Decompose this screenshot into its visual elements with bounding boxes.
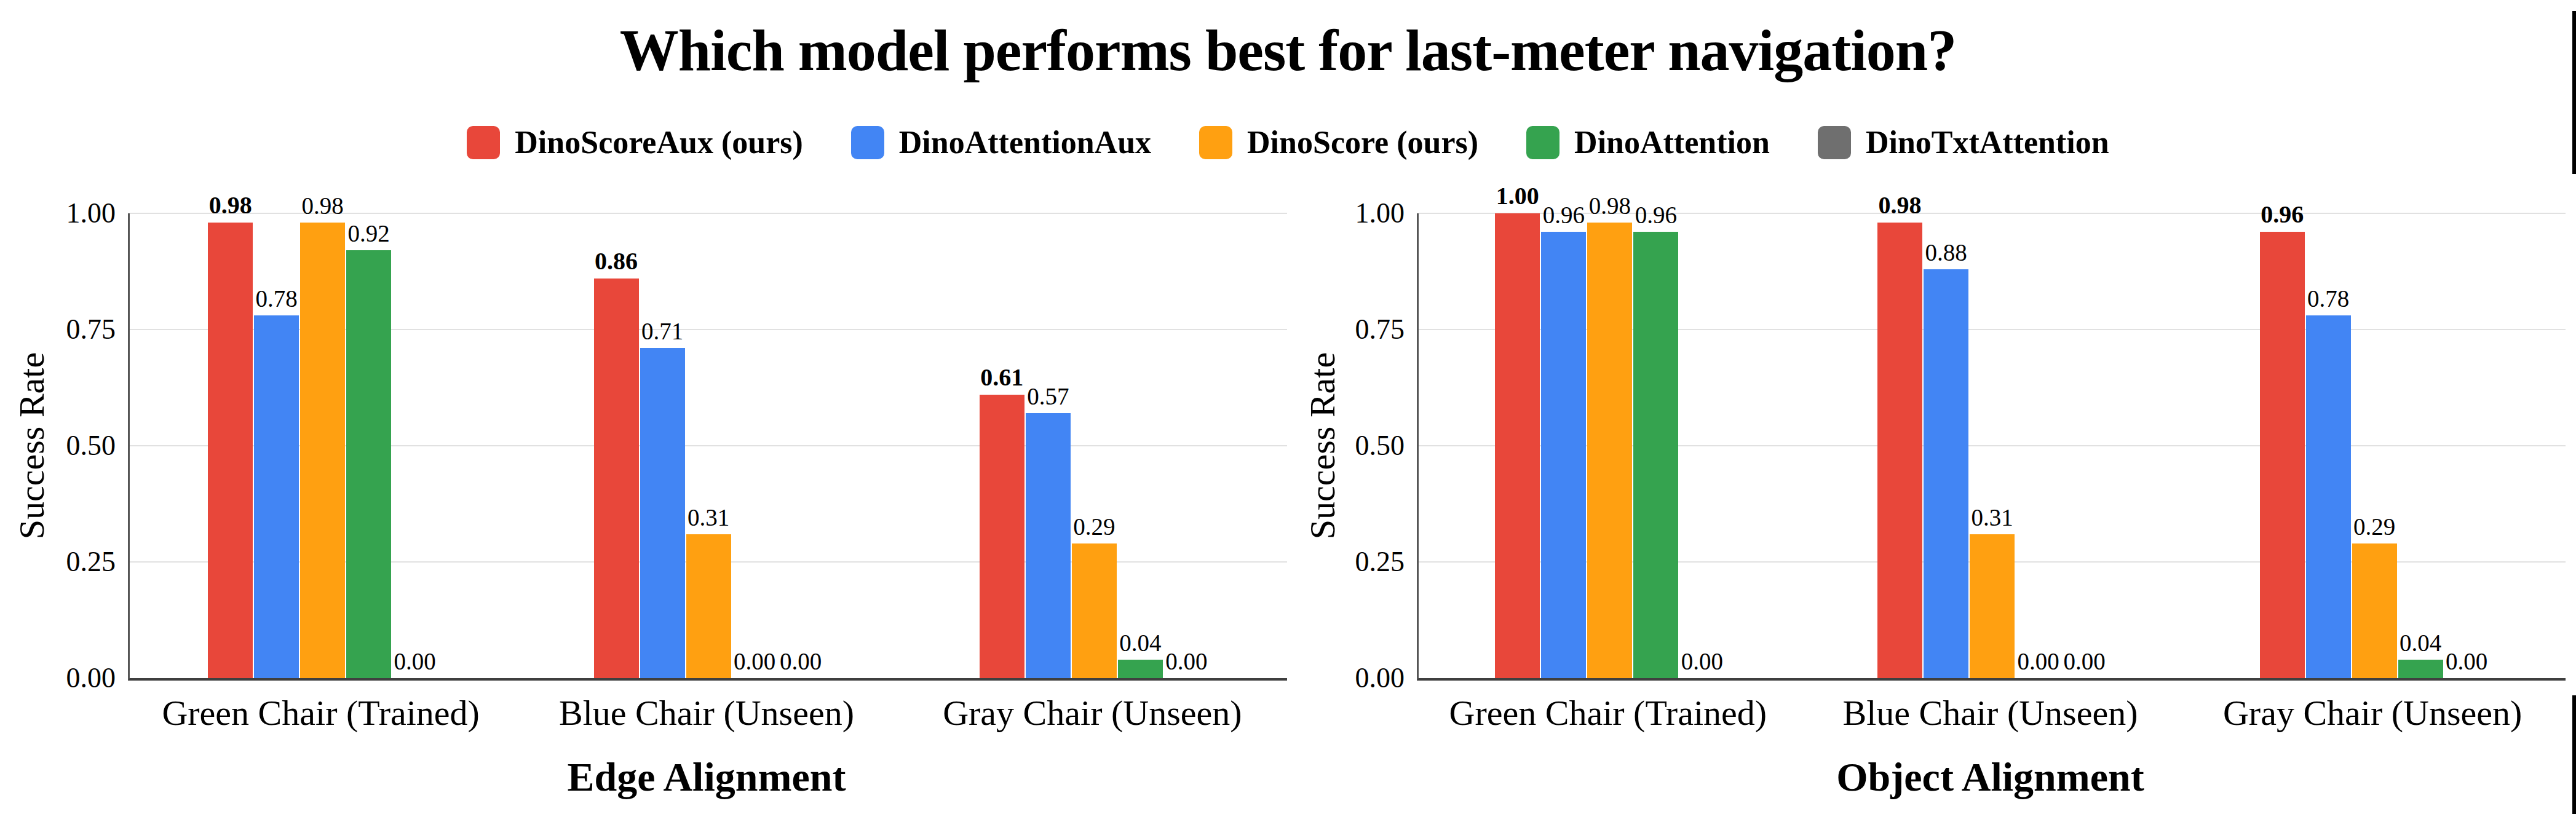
bar-value-label: 0.00 <box>1134 649 1238 673</box>
plot-area: 1.000.960.980.960.000.980.880.310.000.00… <box>1417 213 2566 681</box>
bar-value-label: 0.98 <box>178 193 283 218</box>
legend-item: DinoAttention <box>1526 125 1770 160</box>
category-label: Gray Chair (Unseen) <box>858 692 1326 733</box>
bar <box>1495 213 1540 678</box>
bar-value-label: 0.92 <box>317 221 421 245</box>
legend-item: DinoScoreAux (ours) <box>467 125 803 160</box>
bar-value-label: 0.00 <box>2414 649 2519 673</box>
y-tick-label: 0.25 <box>0 545 116 579</box>
legend-swatch-icon <box>1199 126 1232 159</box>
bar-value-label: 0.96 <box>1604 203 1708 227</box>
bar-value-label: 0.00 <box>1650 649 1754 673</box>
bar-value-label: 0.98 <box>271 194 375 218</box>
bar <box>980 395 1024 678</box>
bar-value-label: 0.71 <box>610 319 715 343</box>
bar-value-label: 0.78 <box>2276 286 2380 310</box>
legend-swatch-icon <box>1526 126 1559 159</box>
bar-value-label: 0.29 <box>2322 515 2427 539</box>
page-title: Which model performs best for last-meter… <box>0 16 2576 84</box>
y-tick-label: 0.00 <box>1269 661 1405 695</box>
bar <box>2306 315 2351 678</box>
bar <box>1026 413 1071 678</box>
legend-item: DinoAttentionAux <box>851 125 1151 160</box>
bar-value-label: 0.31 <box>656 505 761 529</box>
bar-value-label: 0.00 <box>748 649 853 673</box>
y-tick-label: 0.25 <box>1269 545 1405 579</box>
bar <box>2352 543 2397 678</box>
bar <box>1587 223 1632 678</box>
bar-value-label: 0.29 <box>1042 515 1146 539</box>
y-tick-label: 0.75 <box>1269 312 1405 347</box>
legend-item: DinoScore (ours) <box>1199 125 1478 160</box>
legend-label: DinoTxtAttention <box>1866 125 2109 160</box>
category-label: Gray Chair (Unseen) <box>2139 692 2576 733</box>
legend-label: DinoScore (ours) <box>1247 125 1478 160</box>
legend-swatch-icon <box>1818 126 1851 159</box>
bar <box>1072 543 1117 678</box>
bar <box>254 315 299 678</box>
legend-item: DinoTxtAttention <box>1818 125 2109 160</box>
bar-value-label: 0.57 <box>996 384 1100 408</box>
bar-value-label: 0.00 <box>363 649 467 673</box>
bar-value-label: 0.00 <box>2032 649 2137 673</box>
legend-label: DinoAttentionAux <box>899 125 1151 160</box>
bar-value-label: 0.88 <box>1894 240 1999 264</box>
screen-edge-artifact <box>2572 11 2576 174</box>
legend-swatch-icon <box>467 126 500 159</box>
bar <box>1877 223 1922 678</box>
bar <box>300 223 345 678</box>
bar-value-label: 0.86 <box>564 249 668 274</box>
bar <box>1924 269 1968 678</box>
x-axis-title: Object Alignment <box>1417 754 2564 800</box>
bar-value-label: 0.98 <box>1848 193 1952 218</box>
y-tick-label: 0.75 <box>0 312 116 347</box>
bar-value-label: 0.31 <box>1940 505 2045 529</box>
y-tick-label: 1.00 <box>0 196 116 231</box>
legend-label: DinoAttention <box>1574 125 1770 160</box>
y-tick-label: 1.00 <box>1269 196 1405 231</box>
x-axis-title: Edge Alignment <box>128 754 1285 800</box>
bar <box>1541 232 1586 678</box>
plot-area: 0.980.780.980.920.000.860.710.310.000.00… <box>128 213 1287 681</box>
y-tick-label: 0.00 <box>0 661 116 695</box>
y-tick-label: 0.50 <box>1269 429 1405 463</box>
chart-figure: Which model performs best for last-meter… <box>0 0 2576 814</box>
bar <box>1633 232 1678 678</box>
legend-swatch-icon <box>851 126 884 159</box>
bar <box>346 250 391 678</box>
bar-value-label: 0.96 <box>2230 202 2334 227</box>
legend: DinoScoreAux (ours) DinoAttentionAux DinoS… <box>0 125 2576 160</box>
legend-label: DinoScoreAux (ours) <box>515 125 803 160</box>
y-tick-label: 0.50 <box>0 429 116 463</box>
screen-edge-artifact <box>2572 695 2576 814</box>
